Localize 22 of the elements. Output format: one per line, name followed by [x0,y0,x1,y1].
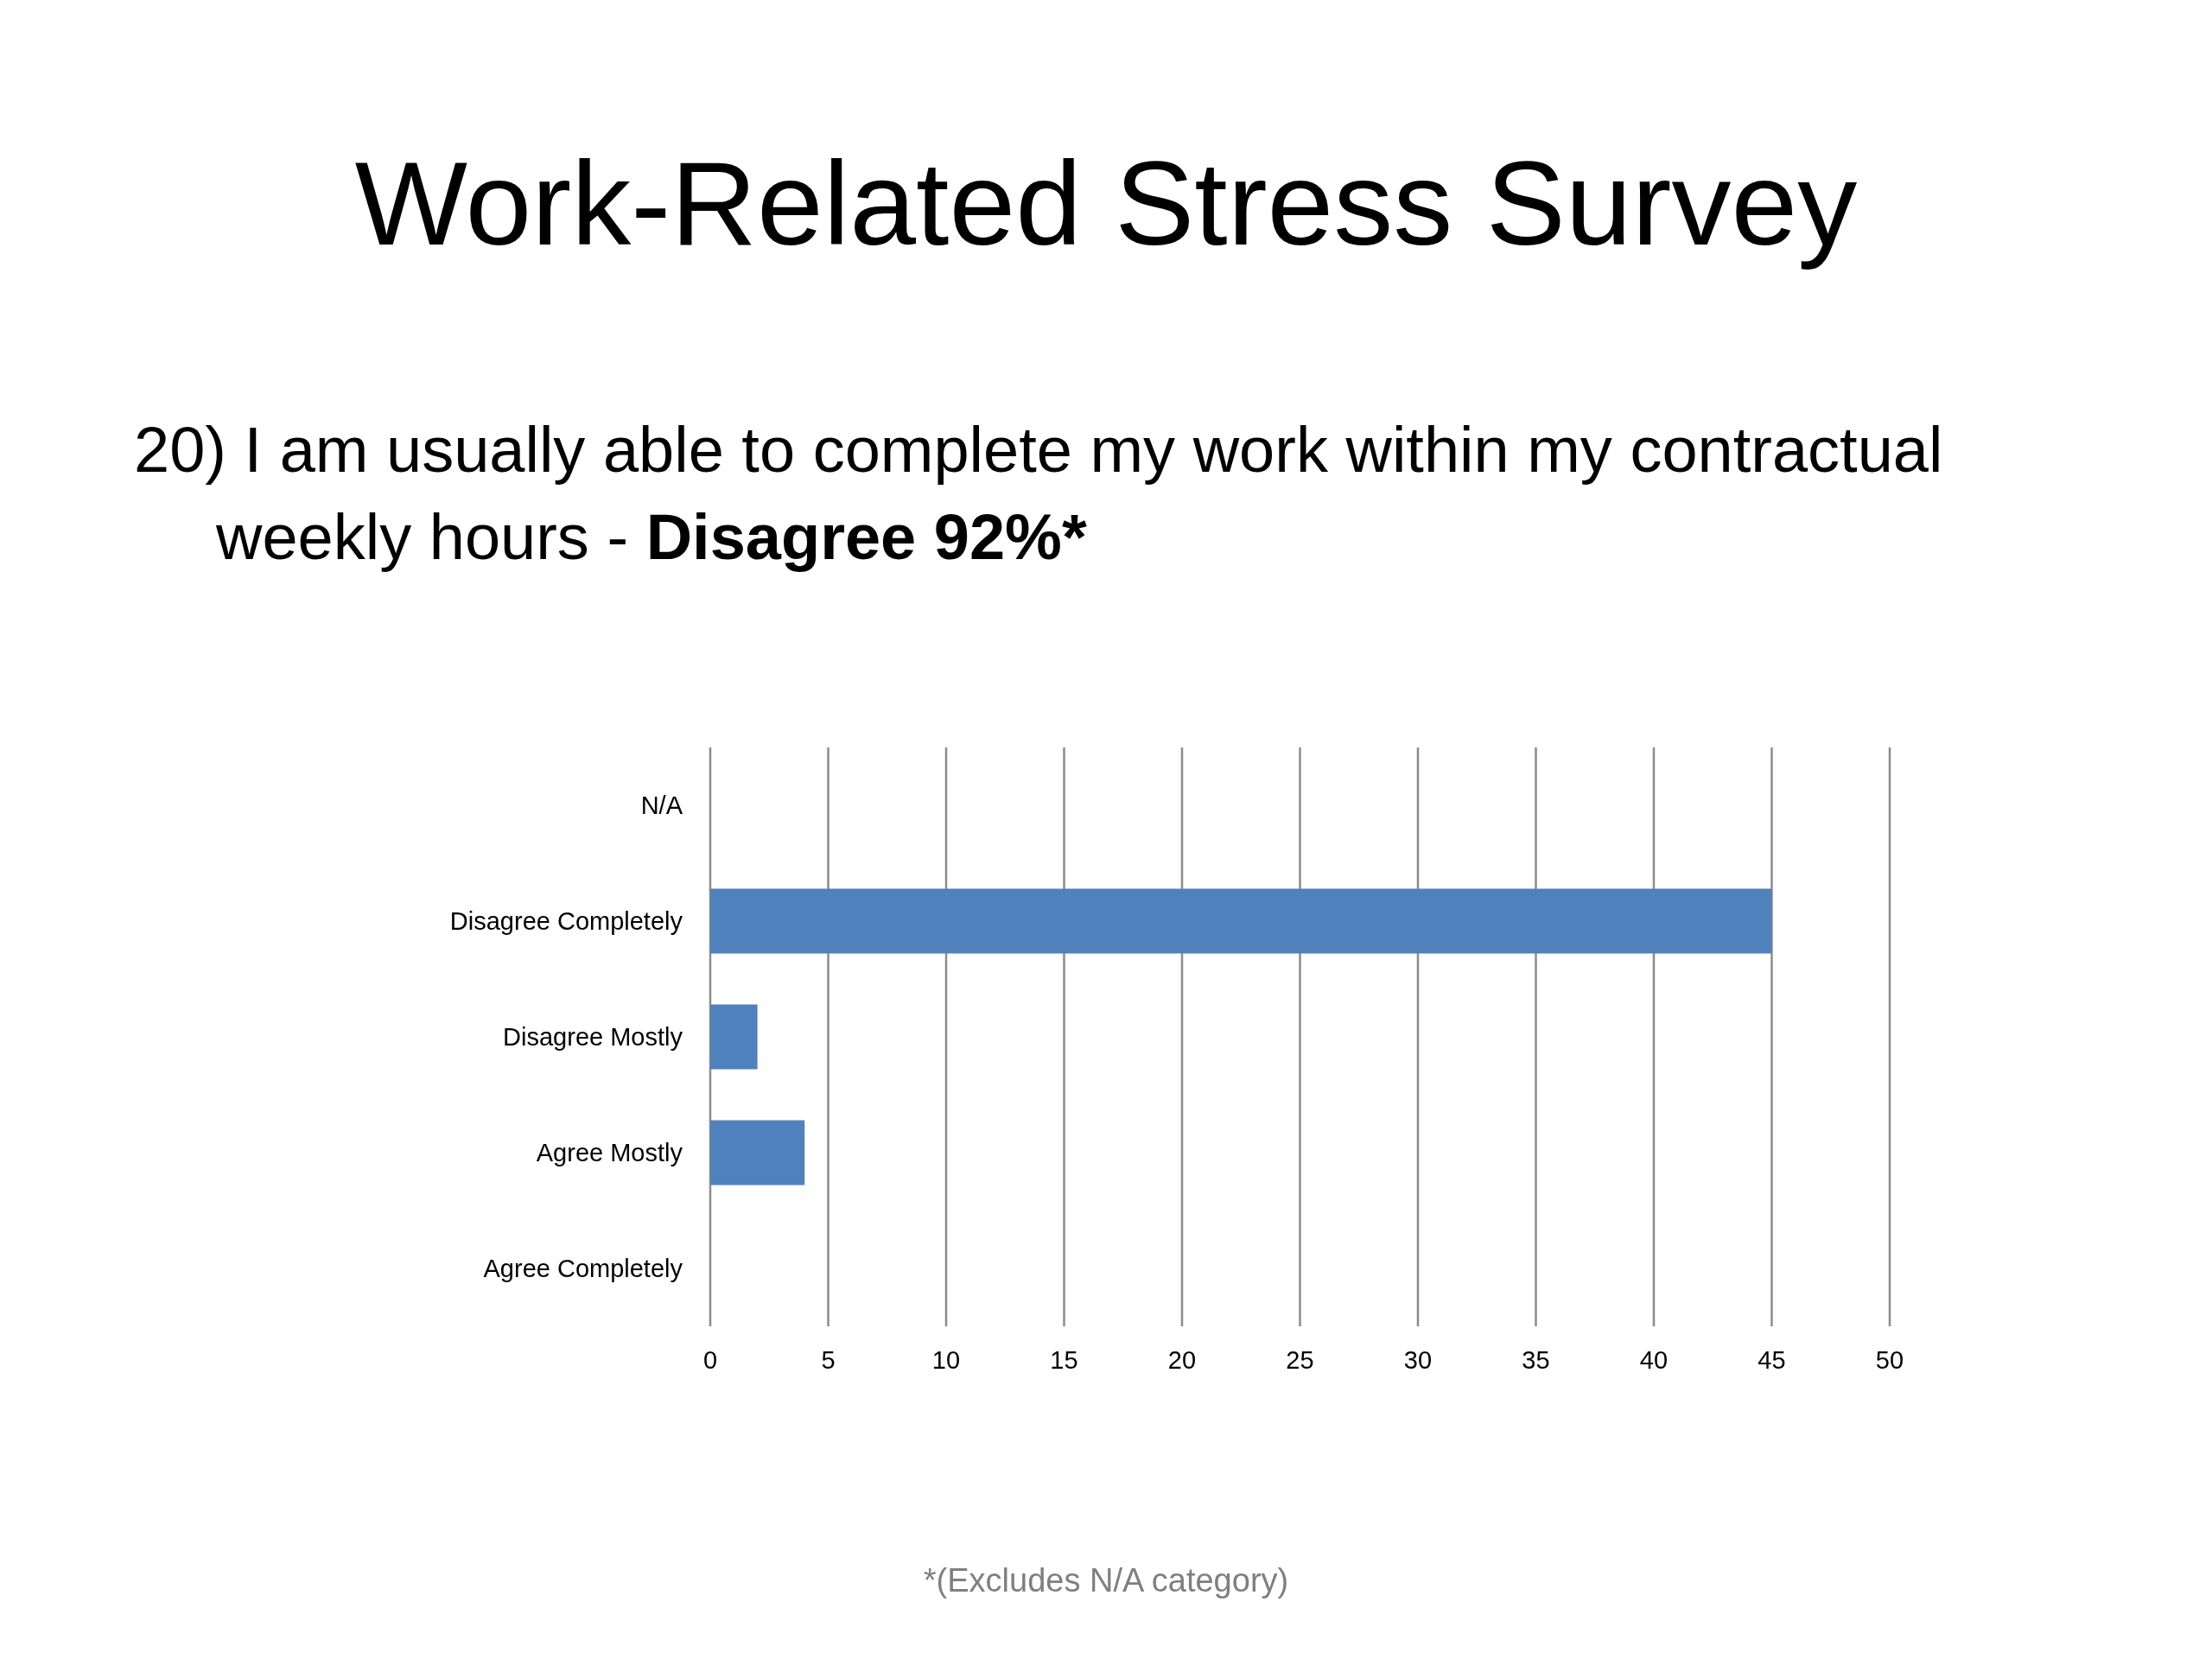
x-tick-label: 10 [931,1345,961,1374]
bar [710,888,1772,954]
x-tick-label: 45 [1758,1345,1786,1374]
x-tick-label: 30 [1403,1345,1433,1374]
x-tick-label: 15 [1050,1345,1078,1374]
x-tick-label: 5 [821,1345,836,1374]
y-tick-label: Agree Completely [483,1255,683,1283]
x-tick-label: 35 [1522,1345,1550,1374]
y-tick-label: Agree Mostly [536,1139,683,1167]
bar [710,1120,805,1185]
x-tick-label: 50 [1875,1345,1904,1374]
chart-title: Work-Related Stress Survey [353,136,1859,271]
x-tick-label: 20 [1167,1345,1197,1374]
chart-subtitle: 20) I am usually able to complete my work within my contractual weekly hours - Disagree 92%* [134,413,1944,575]
bar [710,1004,758,1070]
y-tick-label: Disagree Mostly [503,1023,683,1052]
y-tick-label: N/A [640,791,683,820]
y-tick-label: Disagree Completely [449,907,683,936]
x-tick-label: 0 [702,1345,718,1374]
text: *(Excludes N/A category) [922,1561,1290,1600]
x-tick-label: 25 [1286,1345,1314,1374]
x-tick-label: 40 [1639,1345,1669,1374]
